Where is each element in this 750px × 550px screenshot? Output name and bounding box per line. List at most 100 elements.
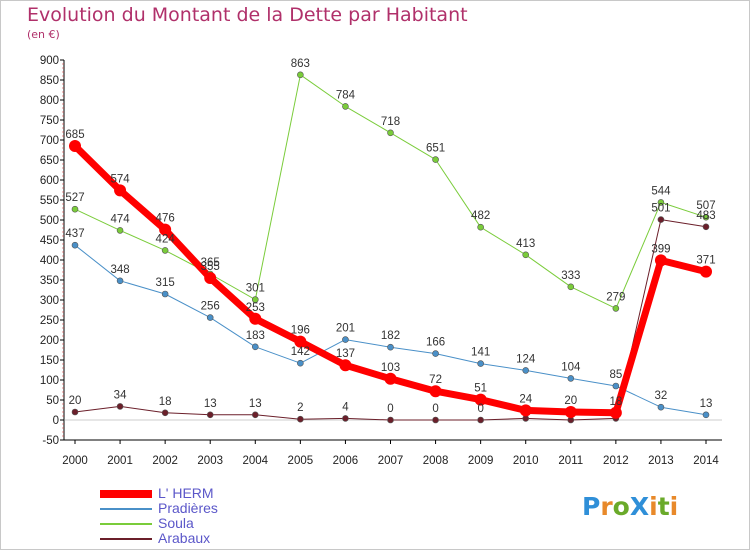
series-point (654, 254, 667, 267)
data-label: 166 (426, 337, 445, 349)
data-label: 72 (429, 374, 442, 386)
legend-item: Soula (100, 516, 218, 531)
data-label: 104 (561, 361, 581, 373)
y-tick-label: 500 (40, 215, 59, 227)
series-point (71, 205, 79, 213)
series-point (294, 335, 307, 348)
data-label: 399 (651, 243, 670, 255)
series-point (116, 403, 124, 410)
series-markers (69, 71, 712, 424)
data-label: 437 (65, 228, 84, 240)
data-label: 348 (110, 264, 129, 276)
legend-swatch (100, 537, 152, 540)
data-label: 279 (606, 291, 625, 303)
series-point (387, 343, 394, 351)
series-point (251, 411, 259, 419)
y-tick-label: 0 (53, 415, 59, 427)
series-point (249, 312, 262, 325)
data-label: 315 (156, 277, 175, 289)
data-label: 18 (159, 396, 172, 408)
series-point (612, 382, 620, 390)
series-point (567, 375, 575, 382)
data-label: 196 (291, 325, 310, 337)
x-tick-label: 2001 (107, 455, 133, 467)
x-tick-label: 2012 (603, 455, 629, 467)
series-point (477, 223, 484, 231)
series-point (161, 290, 169, 298)
logo-letter: i (649, 492, 658, 521)
y-tick-label: 450 (40, 235, 59, 247)
data-label: 85 (609, 369, 622, 381)
chart-title: Evolution du Montant de la Dette par Hab… (27, 4, 468, 26)
series-point (702, 213, 710, 221)
data-label: 13 (700, 398, 713, 410)
series-point (116, 277, 124, 285)
data-label: 301 (246, 283, 265, 295)
data-label: 371 (696, 255, 715, 267)
series-point (609, 406, 622, 419)
data-label: 507 (696, 200, 715, 212)
series-point (342, 415, 349, 422)
x-tick-label: 2010 (513, 455, 539, 467)
series-point (387, 416, 394, 424)
series-point (477, 416, 484, 424)
data-label: 137 (336, 348, 355, 360)
data-label: 124 (516, 353, 536, 365)
series-point (519, 404, 532, 417)
y-tick-label: 700 (40, 135, 59, 147)
data-label: 18 (609, 396, 622, 408)
x-tick-label: 2013 (648, 455, 674, 467)
data-label: 0 (387, 403, 393, 415)
y-tick-label: 100 (40, 375, 59, 387)
data-label: 24 (519, 393, 532, 405)
x-tick-label: 2002 (152, 455, 178, 467)
data-label: 784 (336, 89, 356, 101)
series-point (384, 372, 397, 385)
series-point (657, 216, 665, 223)
data-label: 718 (381, 116, 400, 128)
y-tick-label: -50 (42, 435, 59, 447)
series-point (567, 283, 575, 291)
series-point (477, 360, 484, 367)
series-point (339, 359, 352, 372)
data-label: 365 (201, 257, 220, 269)
legend-label: Pradières (158, 500, 218, 516)
legend-swatch (100, 507, 152, 510)
data-label: 527 (65, 192, 84, 204)
x-tick-label: 2009 (468, 455, 494, 467)
y-tick-label: 600 (40, 175, 59, 187)
data-label: 0 (477, 403, 483, 415)
x-tick-label: 2007 (378, 455, 404, 467)
series-point (69, 140, 81, 152)
data-label: 501 (651, 203, 670, 215)
series-point (114, 184, 127, 197)
series-point (432, 416, 439, 424)
series-point (71, 241, 79, 249)
series-point (564, 406, 577, 418)
legend: L' HERM Pradières Soula Arabaux (100, 486, 218, 546)
x-tick-label: 2005 (288, 455, 314, 467)
data-label: 142 (291, 346, 310, 358)
data-label: 51 (474, 383, 487, 395)
series-point (297, 415, 304, 423)
series-point (432, 156, 439, 163)
y-tick-label: 850 (40, 75, 59, 87)
legend-label: L' HERM (158, 485, 214, 501)
y-tick-label: 300 (40, 295, 59, 307)
series-point (297, 71, 304, 79)
y-tick-label: 200 (40, 335, 59, 347)
series-point (522, 367, 530, 374)
series-line (74, 74, 707, 309)
y-tick-label: 250 (40, 315, 59, 327)
x-tick-label: 2000 (62, 455, 88, 467)
data-label: 0 (432, 403, 438, 415)
y-tick-label: 150 (40, 355, 59, 367)
data-label: 182 (381, 330, 400, 342)
x-tick-label: 2011 (558, 455, 583, 467)
legend-item: Arabaux (100, 531, 218, 546)
x-tick-label: 2006 (333, 455, 359, 467)
chart-subtitle: (en €) (27, 28, 60, 41)
x-tick-label: 2008 (423, 455, 449, 467)
